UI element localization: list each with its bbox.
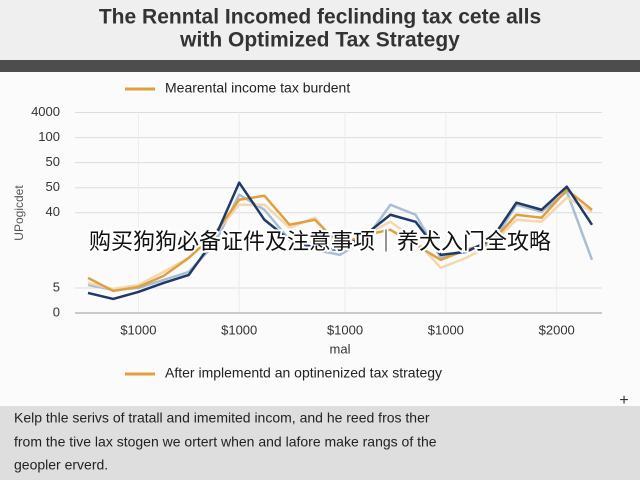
caption: from the tive lax stogen we ortert when … (14, 434, 437, 450)
series-line (87, 196, 593, 291)
series-line (87, 181, 594, 301)
series-line (87, 190, 594, 292)
header (0, 0, 640, 62)
x-axis-title: mal (330, 341, 351, 356)
chart-panel (0, 72, 640, 406)
x-tick-label: $2000 (539, 322, 575, 337)
x-tick-label: $1000 (221, 322, 257, 337)
x-tick-label: $1000 (120, 322, 156, 337)
y-tick-label: 5 (53, 279, 60, 294)
y-tick-label: 40 (46, 204, 60, 219)
series-line (87, 188, 593, 293)
legend-label: Mearental income tax burdent (165, 80, 350, 96)
corner-icon: + (619, 392, 628, 409)
x-tick-label: $1000 (428, 322, 464, 337)
overlay-text: 购买狗狗必备证件及注意事项｜养犬入门全攻略 (89, 230, 551, 255)
header-band (0, 60, 640, 72)
chart-title: with Optimized Tax Strategy (179, 29, 460, 52)
plot: 0 5 40 50 50 100 4000 $1000 $1000 $1000 $1000 $2000 (31, 104, 602, 337)
chart-title: The Renntal Incomed feclinding tax cete … (99, 6, 541, 29)
x-tick-label: $1000 (327, 322, 363, 337)
legend-label: After implementd an optinenized tax stra… (165, 365, 442, 381)
y-tick-label: 50 (46, 154, 60, 169)
caption: Kelp thle serivs of tratall and imemited… (14, 410, 430, 426)
footer (0, 406, 640, 480)
y-tick-label: 0 (53, 304, 60, 319)
y-tick-label: 4000 (31, 104, 60, 119)
y-tick-label: 50 (46, 179, 60, 194)
caption: geopler erverd. (14, 457, 108, 473)
y-axis-title: UPogicdet (12, 185, 26, 241)
y-tick-label: 100 (38, 129, 60, 144)
